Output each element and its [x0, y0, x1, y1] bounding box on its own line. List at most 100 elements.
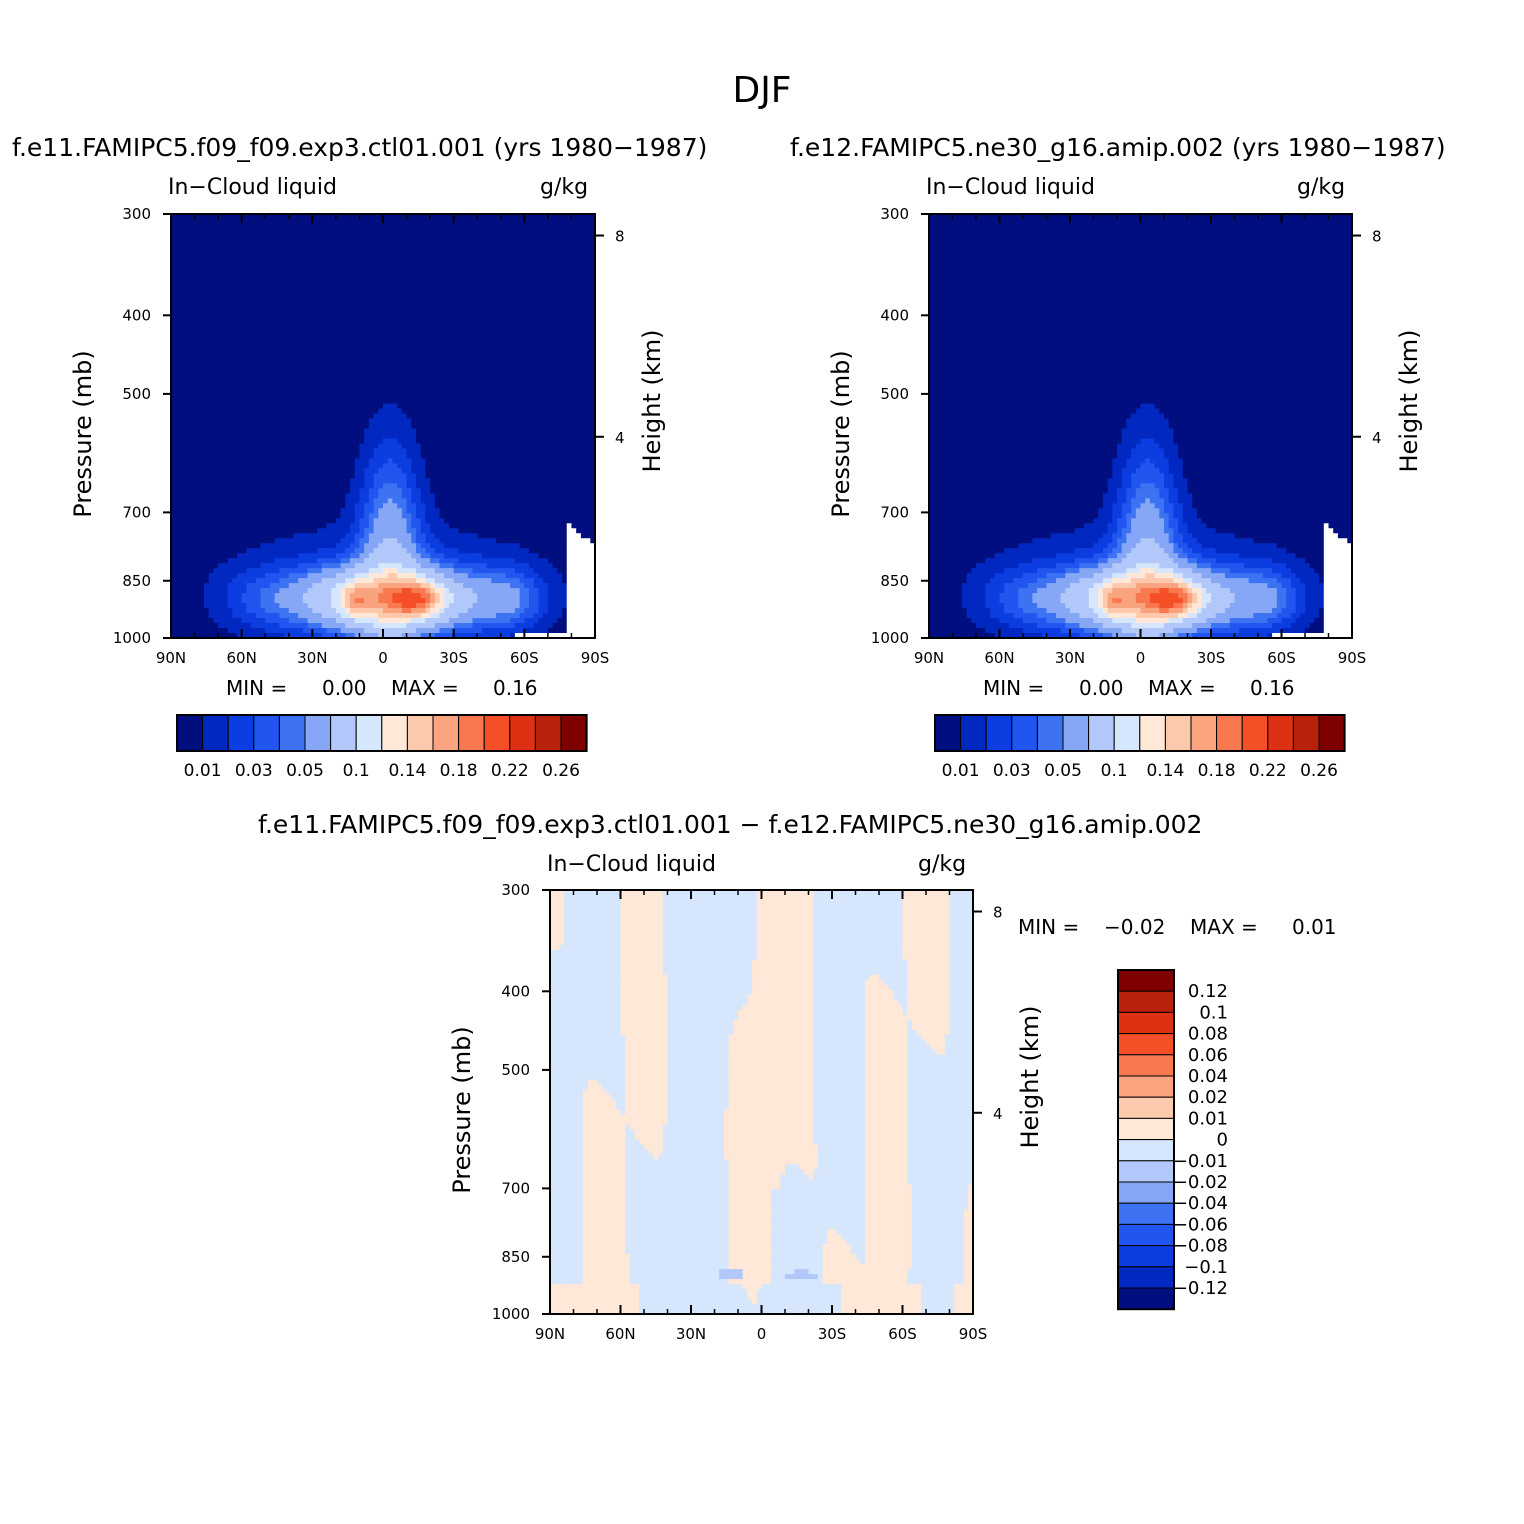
field-cell [345, 224, 350, 230]
field-cell [176, 249, 181, 255]
field-cell [185, 254, 190, 260]
field-cell [350, 379, 355, 385]
field-cell [237, 483, 242, 489]
field-cell [242, 443, 247, 449]
field-cell [477, 433, 482, 439]
field-cell [369, 264, 374, 270]
field-cell [355, 299, 360, 305]
field-cell [308, 364, 313, 370]
field-cell [435, 234, 440, 240]
field-cell [275, 394, 280, 400]
field-cell [209, 364, 214, 370]
field-cell [491, 369, 496, 375]
field-cell [430, 428, 435, 434]
field-cell [411, 289, 416, 295]
field-cell [284, 463, 289, 469]
field-cell [524, 414, 529, 420]
field-cell [496, 424, 501, 430]
field-cell [581, 349, 586, 355]
field-cell [275, 239, 280, 245]
field-cell [270, 349, 275, 355]
field-cell [204, 414, 209, 420]
field-cell [228, 443, 233, 449]
field-cell [199, 409, 204, 415]
field-cell [317, 309, 322, 315]
field-cell [557, 349, 562, 355]
field-cell [364, 414, 369, 420]
field-cell [261, 364, 266, 370]
field-cell [586, 289, 591, 295]
field-cell [312, 478, 317, 484]
field-cell [232, 379, 237, 385]
field-cell [392, 224, 397, 230]
field-cell [576, 244, 581, 250]
field-cell [204, 473, 209, 479]
field-cell [326, 428, 331, 434]
field-cell [571, 304, 576, 310]
field-cell [477, 428, 482, 434]
field-cell [345, 244, 350, 250]
field-cell [364, 254, 369, 260]
field-cell [501, 433, 506, 439]
field-cell [326, 319, 331, 325]
field-cell [473, 229, 478, 235]
field-cell [473, 299, 478, 305]
field-cell [246, 314, 251, 320]
field-cell [586, 473, 591, 479]
field-cell [303, 249, 308, 255]
field-cell [454, 404, 459, 410]
field-cell [397, 314, 402, 320]
field-cell [284, 349, 289, 355]
field-cell [223, 409, 228, 415]
field-cell [449, 424, 454, 430]
field-cell [275, 314, 280, 320]
field-cell [477, 249, 482, 255]
field-cell [463, 419, 468, 425]
field-cell [562, 433, 567, 439]
field-cell [416, 279, 421, 285]
field-cell [308, 329, 313, 335]
field-cell [218, 443, 223, 449]
field-cell [284, 414, 289, 420]
field-cell [454, 299, 459, 305]
field-cell [482, 244, 487, 250]
field-cell [487, 428, 492, 434]
field-cell [246, 473, 251, 479]
field-cell [567, 259, 572, 265]
field-cell [336, 428, 341, 434]
field-cell [293, 354, 298, 360]
field-cell [261, 424, 266, 430]
field-cell [538, 463, 543, 469]
field-cell [567, 334, 572, 340]
field-cell [228, 389, 233, 395]
field-cell [496, 468, 501, 474]
field-cell [270, 453, 275, 459]
field-cell [444, 279, 449, 285]
field-cell [496, 229, 501, 235]
field-cell [341, 419, 346, 425]
field-cell [505, 384, 510, 390]
field-cell [510, 229, 515, 235]
field-cell [350, 414, 355, 420]
field-cell [576, 234, 581, 240]
field-cell [289, 448, 294, 454]
field-cell [435, 304, 440, 310]
field-cell [232, 369, 237, 375]
field-cell [402, 483, 407, 489]
field-cell [317, 409, 322, 415]
field-cell [336, 259, 341, 265]
field-cell [308, 239, 313, 245]
field-cell [397, 359, 402, 365]
field-cell [209, 259, 214, 265]
field-cell [359, 304, 364, 310]
field-cell [473, 264, 478, 270]
field-cell [562, 299, 567, 305]
field-cell [312, 339, 317, 345]
field-cell [487, 229, 492, 235]
field-cell [232, 269, 237, 275]
field-cell [430, 364, 435, 370]
field-cell [270, 259, 275, 265]
field-cell [562, 329, 567, 335]
field-cell [468, 458, 473, 464]
field-cell [454, 274, 459, 280]
